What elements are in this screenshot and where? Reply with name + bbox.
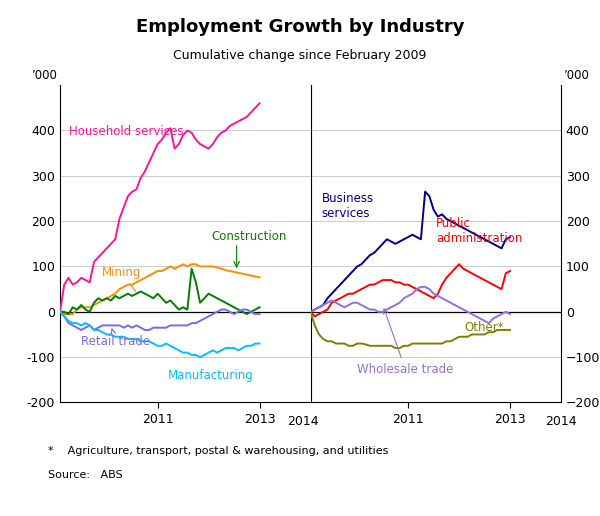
Text: Employment Growth by Industry: Employment Growth by Industry: [136, 18, 464, 36]
Text: ’000: ’000: [32, 69, 58, 82]
Text: Retail trade: Retail trade: [81, 329, 151, 348]
Text: Wholesale trade: Wholesale trade: [357, 309, 454, 376]
Text: Public
administration: Public administration: [436, 217, 523, 245]
Text: Business
services: Business services: [322, 191, 374, 220]
Text: ’000: ’000: [563, 69, 589, 82]
Text: Household services: Household services: [68, 125, 183, 138]
Text: *    Agriculture, transport, postal & warehousing, and utilities: * Agriculture, transport, postal & wareh…: [48, 446, 388, 456]
Text: Source:   ABS: Source: ABS: [48, 470, 122, 479]
Text: Construction: Construction: [211, 230, 287, 243]
Text: Cumulative change since February 2009: Cumulative change since February 2009: [173, 49, 427, 62]
Text: Manufacturing: Manufacturing: [168, 369, 254, 382]
Text: Mining: Mining: [101, 266, 141, 292]
Text: 2014: 2014: [545, 415, 577, 428]
Text: Other*: Other*: [464, 321, 504, 334]
Text: 2014: 2014: [287, 415, 319, 428]
